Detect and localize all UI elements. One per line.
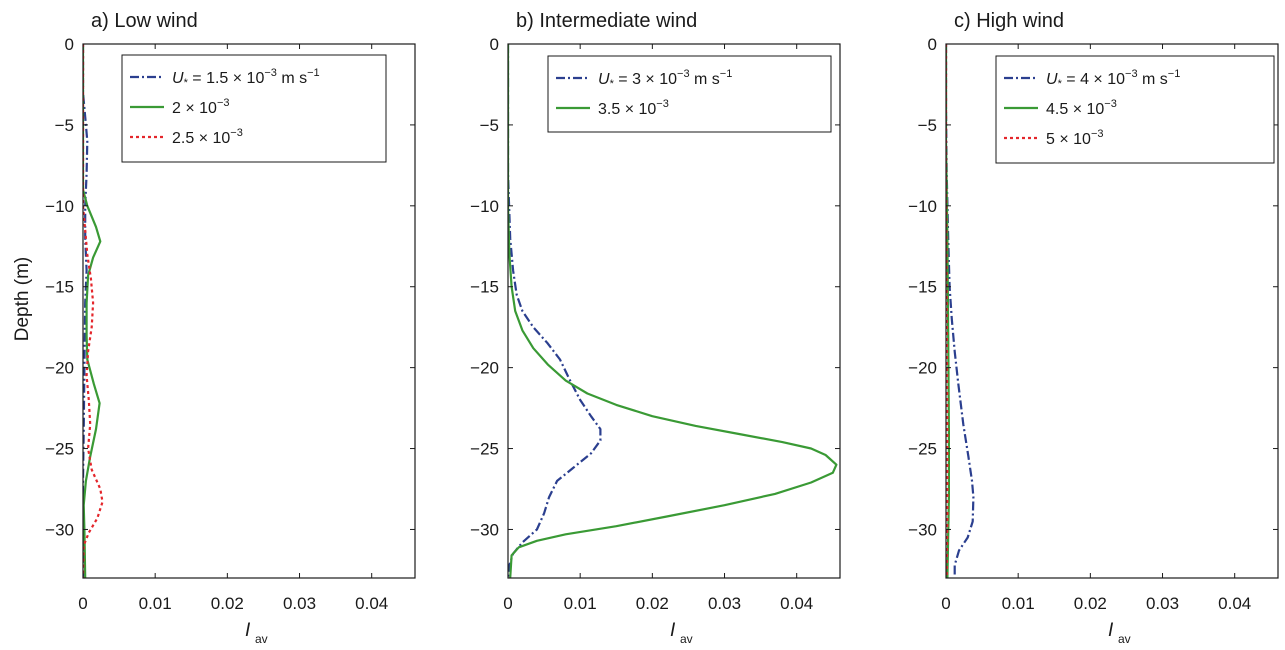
x-axis-label: I — [670, 620, 676, 641]
y-tick-label: −15 — [45, 278, 74, 297]
axes-frame — [507, 43, 841, 579]
y-tick-label: −15 — [908, 278, 937, 297]
legend: U* = 3 × 10−3 m s−1 3.5 × 10−3 — [547, 55, 832, 133]
x-axis-label: I — [245, 620, 251, 641]
y-tick-label: −25 — [470, 440, 499, 459]
series-line-3 — [83, 44, 104, 578]
panel-title: a) Low wind — [91, 10, 198, 32]
y-tick-label: 0 — [65, 35, 74, 54]
y-tick-label: −10 — [908, 197, 937, 216]
x-tick-label: 0.03 — [708, 594, 741, 613]
series-line-2 — [83, 44, 102, 578]
series-group — [946, 44, 975, 578]
legend-label: U* = 3 × 10−3 m s−1 — [598, 68, 732, 90]
legend-label: 2.5 × 10−3 — [172, 127, 243, 147]
series-line-2 — [508, 44, 838, 578]
legend-frame — [547, 55, 832, 133]
panel-low-wind: a) Low wind 0 −5 −10 −15 −20 −25 −30 0 0.01 0.02 0.… — [45, 10, 416, 646]
panel-title: c) High wind — [954, 10, 1064, 32]
y-tick-label: −20 — [45, 359, 74, 378]
x-tick-label: 0.02 — [636, 594, 669, 613]
y-tick-label: −25 — [45, 440, 74, 459]
legend-label: 4.5 × 10−3 — [1046, 98, 1117, 118]
y-tick-label: −10 — [470, 197, 499, 216]
y-tick-label: −30 — [908, 520, 937, 539]
axes-frame — [82, 43, 416, 579]
x-tick-label: 0.03 — [1146, 594, 1179, 613]
shared-y-axis-label: Depth (m) — [12, 257, 33, 341]
x-tick-label: 0 — [503, 594, 512, 613]
y-tick-label: −10 — [45, 197, 74, 216]
panel-intermediate-wind: b) Intermediate wind 0 −5 −10 −15 −20 −25 −30 0 0… — [470, 10, 841, 646]
legend-label: 3.5 × 10−3 — [598, 98, 669, 118]
x-tick-label: 0.02 — [211, 594, 244, 613]
x-tick-label: 0.03 — [283, 594, 316, 613]
x-tick-label: 0.01 — [139, 594, 172, 613]
y-tick-label: −5 — [55, 116, 74, 135]
x-tick-label: 0.01 — [1002, 594, 1035, 613]
y-tick-label: −25 — [908, 440, 937, 459]
y-tick-label: −30 — [45, 520, 74, 539]
series-line-1 — [946, 44, 975, 578]
legend-label: U* = 4 × 10−3 m s−1 — [1046, 68, 1180, 90]
x-axis-label-subscript: av — [680, 632, 693, 646]
y-tick-label: −20 — [470, 359, 499, 378]
y-tick-label: 0 — [928, 35, 937, 54]
axes-frame — [945, 43, 1279, 579]
x-tick-label: 0.01 — [564, 594, 597, 613]
y-tick-label: −30 — [470, 520, 499, 539]
series-group — [83, 44, 104, 578]
x-tick-label: 0 — [78, 594, 87, 613]
panel-title: b) Intermediate wind — [516, 10, 697, 32]
panel-high-wind: c) High wind 0 −5 −10 −15 −20 −25 −30 0 0.01 0.02 0… — [908, 10, 1279, 646]
x-axis-label-subscript: av — [1118, 632, 1131, 646]
y-tick-label: 0 — [490, 35, 499, 54]
y-tick-label: −15 — [470, 278, 499, 297]
legend-frame — [995, 55, 1275, 164]
legend: U* = 4 × 10−3 m s−1 4.5 × 10−3 5 × 10−3 — [995, 55, 1275, 164]
series-line-3 — [946, 44, 949, 578]
x-axis-label: I — [1108, 620, 1114, 641]
y-tick-label: −5 — [918, 116, 937, 135]
y-tick-label: −5 — [480, 116, 499, 135]
legend-label: 2 × 10−3 — [172, 97, 229, 117]
series-line-2 — [946, 44, 950, 578]
x-tick-label: 0 — [941, 594, 950, 613]
series-group — [508, 44, 838, 578]
x-tick-label: 0.02 — [1074, 594, 1107, 613]
y-tick-label: −20 — [908, 359, 937, 378]
legend: U* = 1.5 × 10−3 m s−1 2 × 10−3 2.5 × 10−3 — [121, 54, 387, 163]
legend-frame — [121, 54, 387, 163]
x-axis-label-subscript: av — [255, 632, 268, 646]
legend-label: 5 × 10−3 — [1046, 128, 1103, 148]
x-tick-label: 0.04 — [780, 594, 813, 613]
x-tick-label: 0.04 — [1218, 594, 1251, 613]
legend-label: U* = 1.5 × 10−3 m s−1 — [172, 67, 320, 89]
x-tick-label: 0.04 — [355, 594, 388, 613]
